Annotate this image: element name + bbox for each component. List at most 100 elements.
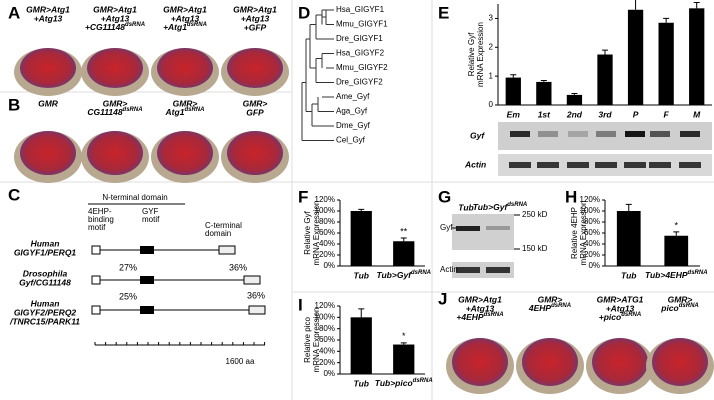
- motif-label: domain: [205, 229, 231, 238]
- eye-photo: [652, 338, 708, 386]
- tree-leaf: Dre_GIGYF2: [336, 78, 383, 87]
- band: [510, 131, 530, 137]
- y-tick-label: 100%: [315, 206, 335, 215]
- eye-photo: [592, 338, 648, 386]
- label-text: Tub>Gyf: [473, 202, 509, 212]
- eye-photo: [157, 48, 213, 88]
- motif-box: [91, 245, 101, 255]
- eye-photo: [87, 48, 143, 88]
- y-tick-label: 100%: [580, 206, 600, 215]
- tree-leaf: Mmu_GIGYF2: [336, 63, 388, 72]
- x-tick-label: Tub: [621, 270, 636, 280]
- tree-leaf: Hsa_GIGYF2: [336, 49, 385, 58]
- x-tick-label: Tub: [354, 378, 369, 388]
- eye-photo: [227, 48, 283, 88]
- bar: [536, 81, 552, 105]
- tree-leaf: Dme_Gyf: [336, 121, 371, 130]
- error-bar: [400, 342, 407, 345]
- y-axis-label: Relative pico: [303, 317, 312, 363]
- y-tick-label: 40%: [584, 239, 600, 248]
- band: [456, 267, 480, 273]
- x-tick-label: 1st: [538, 109, 551, 119]
- label-text: Tub>Gyf: [376, 270, 412, 280]
- identity: 25%: [119, 291, 137, 301]
- y-axis-label: mRNA Expression: [476, 22, 485, 87]
- bar: [658, 22, 674, 106]
- y-tick-label: 120%: [315, 301, 335, 310]
- blot-label: Gyf: [470, 130, 485, 140]
- y-tick-label: 60%: [584, 228, 600, 237]
- panel-label: D: [298, 3, 310, 22]
- eye-caption: GMR>: [103, 98, 128, 108]
- y-axis-label: mRNA Expression: [312, 308, 321, 373]
- label-sup: dsRNA: [688, 270, 708, 276]
- band: [537, 162, 559, 168]
- bar: [627, 9, 644, 105]
- blot: [498, 122, 712, 150]
- lane-label: Tub>GyfdsRNA: [473, 202, 528, 213]
- panel-label: I: [298, 295, 303, 314]
- band: [649, 162, 671, 168]
- bar: [393, 344, 415, 374]
- tree-leaf: Dre_GIGYF1: [336, 34, 383, 43]
- protein-name: Human: [31, 238, 60, 248]
- motif-label: motif: [142, 215, 160, 224]
- panel-label: G: [438, 187, 451, 206]
- blot-label: Actin: [440, 265, 458, 274]
- eye-caption: GFP: [246, 107, 264, 117]
- error-bar: [663, 17, 670, 23]
- marker-label: 250 kD: [522, 210, 548, 219]
- eye-photo: [20, 131, 76, 175]
- motif-label: 4EHP-: [88, 207, 112, 216]
- band: [538, 131, 558, 137]
- y-tick-label: 60%: [319, 335, 335, 344]
- x-tick-label: 2nd: [566, 109, 583, 119]
- panel-label: A: [8, 3, 20, 22]
- blot-label: Actin: [464, 159, 486, 169]
- panel-label: H: [565, 187, 577, 206]
- y-axis-label: Relative Gyf: [303, 210, 312, 254]
- y-tick-label: 0: [489, 100, 494, 109]
- eye-caption: GMR>Atg1: [233, 4, 277, 14]
- y-tick-label: 20%: [319, 358, 335, 367]
- label-text: +Atg1: [163, 22, 187, 32]
- eye-caption: +Atg13: [171, 13, 200, 23]
- eye-caption: picodsRNA: [660, 303, 699, 314]
- label-sup: dsRNA: [184, 107, 204, 113]
- blot-label: Gyf: [440, 223, 453, 232]
- gyf-box: [140, 306, 154, 314]
- y-tick-label: 40%: [319, 346, 335, 355]
- x-tick-label: M: [693, 109, 701, 119]
- eye-photo: [452, 338, 508, 386]
- eye-caption: CG11148dsRNA: [87, 107, 142, 118]
- eye-caption: GMR: [38, 98, 59, 108]
- y-axis-label: Relative 4EHP: [570, 207, 579, 259]
- label-sup: dsRNA: [123, 107, 143, 113]
- y-axis-label: mRNA Expression: [579, 201, 588, 266]
- eye-caption: +Atg13: [101, 13, 130, 23]
- cterm-box: [248, 305, 266, 315]
- label-sup: dsRNA: [507, 202, 527, 208]
- band: [596, 131, 616, 137]
- error-bar: [358, 308, 365, 318]
- bar: [616, 211, 641, 266]
- y-axis-title: Relative Gyf mRNA Expression: [467, 22, 485, 87]
- panel-label: E: [438, 3, 449, 22]
- y-axis-label: mRNA Expression: [312, 201, 321, 266]
- error-bar: [625, 203, 632, 211]
- label-text: pico: [660, 303, 678, 313]
- cterm-box: [218, 245, 236, 255]
- significance: *: [402, 331, 406, 341]
- label-sup: dsRNA: [484, 312, 504, 318]
- eye-photo: [87, 131, 143, 175]
- label-text: +pico: [599, 312, 621, 322]
- panel-label: C: [8, 185, 20, 204]
- y-tick-label: 60%: [319, 228, 335, 237]
- label-text: Tub>pico: [375, 378, 413, 388]
- significance: **: [400, 226, 408, 236]
- eye-caption: GMR>Atg1: [93, 4, 137, 14]
- band: [509, 162, 531, 168]
- identity: 36%: [229, 262, 247, 272]
- band: [625, 131, 645, 137]
- error-bar: [602, 49, 608, 55]
